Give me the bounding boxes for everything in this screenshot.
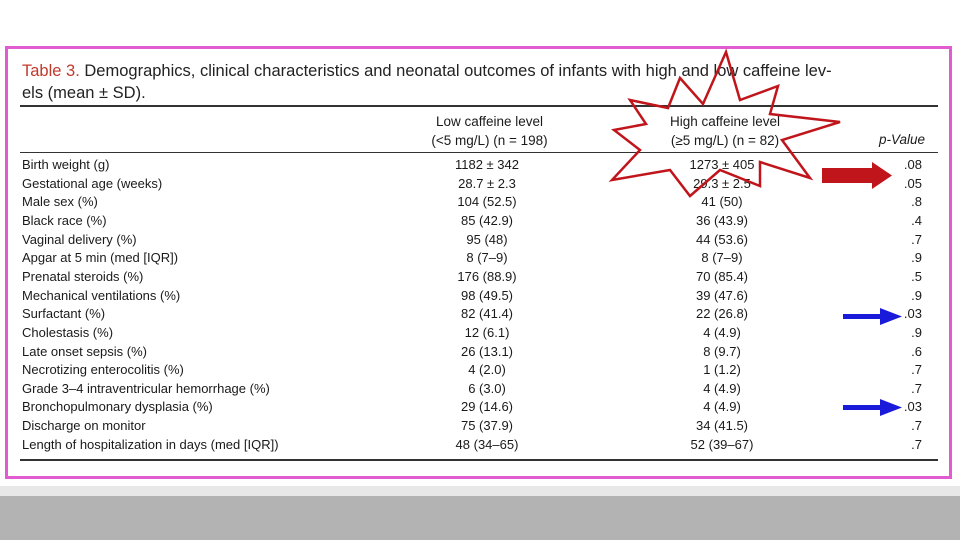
high-caffeine-value: 39 (47.6) <box>695 287 749 303</box>
high-caffeine-value: 8 (9.7) <box>703 343 741 359</box>
low-caffeine-value: 26 (13.1) <box>460 343 514 359</box>
table-row: Late onset sepsis (%) 26 (13.1) 8 (9.7) .6 <box>22 343 940 362</box>
caption-line-2: els (mean ± SD). <box>22 84 146 102</box>
high-caffeine-value: 36 (43.9) <box>695 212 749 228</box>
low-caffeine-value: 95 (48) <box>466 231 508 247</box>
header-low-line1: Low caffeine level <box>435 114 544 129</box>
table-caption: Table 3. Demographics, clinical characte… <box>22 60 942 104</box>
table-header-rule <box>20 152 938 153</box>
row-label: Cholestasis (%) <box>22 324 114 340</box>
p-value: .03 <box>903 306 922 322</box>
table-row: Apgar at 5 min (med [IQR]) 8 (7–9) 8 (7–9)… <box>22 249 940 268</box>
row-label: Black race (%) <box>22 212 107 228</box>
table-bottom-rule <box>20 459 938 461</box>
high-caffeine-value: 4 (4.9) <box>703 399 741 415</box>
low-caffeine-value: 4 (2.0) <box>468 362 506 378</box>
table-top-rule <box>20 105 938 107</box>
table-row: Length of hospitalization in days (med [… <box>22 436 940 455</box>
p-value: .5 <box>911 268 922 284</box>
table-row: Cholestasis (%) 12 (6.1) 4 (4.9) .9 <box>22 324 940 343</box>
p-value: .9 <box>911 250 922 266</box>
row-label: Surfactant (%) <box>22 306 106 322</box>
caption-line-1: Demographics, clinical characteristics a… <box>84 62 832 80</box>
row-label: Mechanical ventilations (%) <box>22 287 181 303</box>
row-label: Grade 3–4 intraventricular hemorrhage (%… <box>22 380 270 396</box>
p-value: .03 <box>903 399 922 415</box>
high-caffeine-value: 4 (4.9) <box>703 324 741 340</box>
table-row: Male sex (%) 104 (52.5) 41 (50) .8 <box>22 193 940 212</box>
table-row: Discharge on monitor 75 (37.9) 34 (41.5) .7 <box>22 417 940 436</box>
table-row: Vaginal delivery (%) 95 (48) 44 (53.6) .7 <box>22 231 940 250</box>
low-caffeine-value: 6 (3.0) <box>468 380 506 396</box>
row-label: Late onset sepsis (%) <box>22 343 148 359</box>
low-caffeine-value: 104 (52.5) <box>457 194 517 210</box>
low-caffeine-value: 28.7 ± 2.3 <box>458 175 516 191</box>
header-high-caffeine: High caffeine level (≥5 mg/L) (n = 82) <box>635 112 815 150</box>
header-high-line2: (≥5 mg/L) (n = 82) <box>670 133 780 148</box>
slide-footer-bar <box>0 496 960 540</box>
header-p-label: p-Value <box>878 132 926 147</box>
high-caffeine-value: 41 (50) <box>701 194 743 210</box>
low-caffeine-value: 75 (37.9) <box>460 418 514 434</box>
low-caffeine-value: 48 (34–65) <box>455 436 519 452</box>
p-value: .7 <box>911 418 922 434</box>
row-label: Apgar at 5 min (med [IQR]) <box>22 250 179 266</box>
p-value: .7 <box>911 231 922 247</box>
table-row: Surfactant (%) 82 (41.4) 22 (26.8) .03 <box>22 305 940 324</box>
table-label: Table 3. <box>22 62 80 80</box>
high-caffeine-value: 29.3 ± 2.5 <box>693 175 751 191</box>
p-value: .7 <box>911 362 922 378</box>
row-label: Discharge on monitor <box>22 418 146 434</box>
high-caffeine-value: 22 (26.8) <box>695 306 749 322</box>
header-low-line2: (<5 mg/L) (n = 198) <box>431 133 548 148</box>
low-caffeine-value: 8 (7–9) <box>466 250 508 266</box>
low-caffeine-value: 85 (42.9) <box>460 212 514 228</box>
table-row: Bronchopulmonary dysplasia (%) 29 (14.6) 4… <box>22 398 940 417</box>
row-label: Prenatal steroids (%) <box>22 268 144 284</box>
low-caffeine-value: 1182 ± 342 <box>454 157 519 172</box>
row-label: Vaginal delivery (%) <box>22 231 137 247</box>
p-value: .6 <box>911 343 922 359</box>
p-value: .7 <box>911 436 922 452</box>
table-row: Necrotizing enterocolitis (%) 4 (2.0) 1 (1… <box>22 361 940 380</box>
table-row: Black race (%) 85 (42.9) 36 (43.9) .4 <box>22 212 940 231</box>
row-label: Bronchopulmonary dysplasia (%) <box>22 399 213 415</box>
p-value: .7 <box>911 380 922 396</box>
row-label: Necrotizing enterocolitis (%) <box>22 362 184 378</box>
p-value: .9 <box>911 287 922 303</box>
high-caffeine-value: 1273 ± 405 <box>689 157 755 172</box>
p-value: .8 <box>911 194 922 210</box>
table-row: Birth weight (g) 1182 ± 342 1273 ± 405 .08 <box>22 156 940 175</box>
low-caffeine-value: 82 (41.4) <box>460 306 514 322</box>
high-caffeine-value: 70 (85.4) <box>695 268 749 284</box>
row-label: Male sex (%) <box>22 194 98 210</box>
header-p-value: p-Value <box>872 130 932 149</box>
header-high-line1: High caffeine level <box>669 114 781 129</box>
p-value: .9 <box>911 324 922 340</box>
p-value: .05 <box>903 175 922 191</box>
p-value: .4 <box>911 212 922 228</box>
high-caffeine-value: 44 (53.6) <box>695 231 749 247</box>
low-caffeine-value: 29 (14.6) <box>460 399 514 415</box>
high-caffeine-value: 8 (7–9) <box>701 250 743 266</box>
row-label: Gestational age (weeks) <box>22 175 163 191</box>
header-low-caffeine: Low caffeine level (<5 mg/L) (n = 198) <box>402 112 577 150</box>
slide-footer-divider <box>0 486 960 496</box>
high-caffeine-value: 52 (39–67) <box>690 436 754 452</box>
row-label: Birth weight (g) <box>22 157 110 172</box>
table-row: Grade 3–4 intraventricular hemorrhage (%… <box>22 380 940 399</box>
low-caffeine-value: 98 (49.5) <box>460 287 514 303</box>
high-caffeine-value: 34 (41.5) <box>695 418 749 434</box>
row-label: Length of hospitalization in days (med [… <box>22 436 279 452</box>
high-caffeine-value: 1 (1.2) <box>703 362 741 378</box>
table-row: Gestational age (weeks) 28.7 ± 2.3 29.3 ± … <box>22 175 940 194</box>
table-row: Mechanical ventilations (%) 98 (49.5) 39 (… <box>22 287 940 306</box>
low-caffeine-value: 176 (88.9) <box>457 268 517 284</box>
table-row: Prenatal steroids (%) 176 (88.9) 70 (85.4)… <box>22 268 940 287</box>
low-caffeine-value: 12 (6.1) <box>464 324 510 340</box>
high-caffeine-value: 4 (4.9) <box>703 380 741 396</box>
p-value: .08 <box>903 157 922 172</box>
